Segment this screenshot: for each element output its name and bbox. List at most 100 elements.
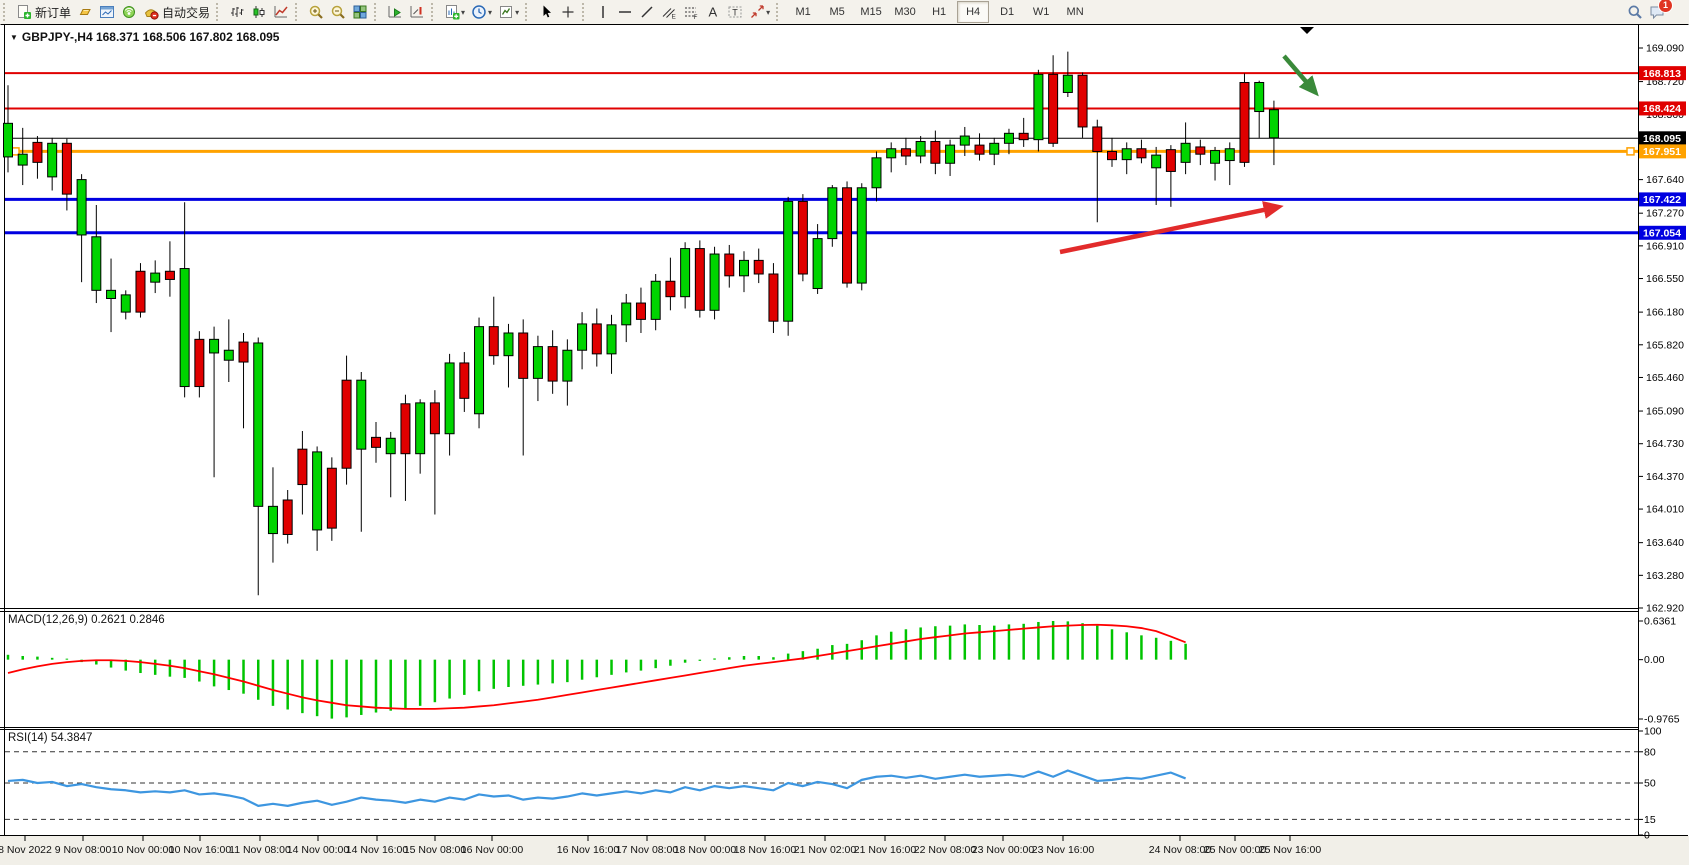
fibonacci-icon: F <box>685 7 698 20</box>
svg-text:167.951: 167.951 <box>1643 146 1681 158</box>
candle-body <box>665 280 676 298</box>
signals-button[interactable] <box>119 1 139 23</box>
chart-window[interactable]: 169.090168.720168.360167.640167.270166.9… <box>0 24 1689 860</box>
toolbar-grip <box>776 3 782 21</box>
timeframe-h1[interactable]: H1 <box>932 6 947 18</box>
timeframe-m30[interactable]: M30 <box>894 6 916 18</box>
timeframe-w1[interactable]: W1 <box>1032 6 1050 18</box>
green-down-arrow[interactable] <box>1282 54 1319 97</box>
svg-text:100: 100 <box>1644 726 1662 738</box>
candle-body <box>768 273 779 322</box>
candle-body <box>3 122 13 158</box>
svg-text:25 Nov 00:00: 25 Nov 00:00 <box>1204 844 1267 856</box>
svg-text:11 Nov 08:00: 11 Nov 08:00 <box>229 844 291 856</box>
candle-body <box>1062 74 1073 93</box>
hline-handle[interactable] <box>1626 147 1635 156</box>
candle-body <box>356 379 367 450</box>
macd-signal-line <box>7 623 1186 710</box>
candlestick-button[interactable] <box>249 1 269 23</box>
dropdown-arrow-icon[interactable]: ▾ <box>488 7 493 17</box>
trendline-button[interactable] <box>637 1 657 23</box>
candle-body <box>429 402 440 435</box>
candle-body <box>1254 81 1265 113</box>
chat-button[interactable]: 1 <box>1647 0 1682 23</box>
svg-text:165.820: 165.820 <box>1646 339 1684 351</box>
cursor-icon <box>543 5 552 18</box>
bar-chart-button[interactable] <box>227 1 247 23</box>
new-chart-button[interactable]: ▾ <box>442 1 467 23</box>
svg-text:15: 15 <box>1644 814 1656 826</box>
scroll-end-button[interactable] <box>385 1 405 23</box>
dropdown-arrow-icon[interactable]: ▾ <box>766 7 771 17</box>
market-watch-button[interactable] <box>97 1 117 23</box>
chart-canvas[interactable]: 169.090168.720168.360167.640167.270166.9… <box>0 24 1689 860</box>
dropdown-arrow-icon[interactable]: ▾ <box>515 7 520 17</box>
price-badge <box>1639 131 1686 146</box>
search-button[interactable] <box>1625 1 1645 23</box>
line-chart-button[interactable] <box>271 1 291 23</box>
text-icon: A <box>709 5 718 20</box>
candle-body <box>694 248 705 311</box>
chart-shift-icon <box>410 6 424 18</box>
svg-text:80: 80 <box>1644 746 1656 758</box>
text-button[interactable]: A <box>703 1 723 23</box>
horizontal-line-button[interactable] <box>615 1 635 23</box>
vertical-line-button[interactable] <box>593 1 613 23</box>
toolbar-grip <box>374 3 380 21</box>
timeframe-m15[interactable]: M15 <box>860 6 882 18</box>
chart-end-marker[interactable] <box>1300 27 1314 34</box>
candle-body <box>459 362 470 399</box>
autotrading-button[interactable]: 自动交易 <box>141 1 212 23</box>
zoom-out-icon <box>331 5 345 19</box>
chevron-down-icon[interactable]: ▼ <box>10 33 18 42</box>
timeframe-mn[interactable]: MN <box>1066 6 1084 18</box>
price-axis: 169.090168.720168.360167.640167.270166.9… <box>1638 43 1684 842</box>
candle-body <box>562 349 573 382</box>
text-label-button[interactable]: T <box>725 1 745 23</box>
timeframe-m1[interactable]: M1 <box>795 6 811 18</box>
zoom-in-button[interactable] <box>306 1 326 23</box>
cursor-button[interactable] <box>536 1 556 23</box>
tile-windows-button[interactable] <box>350 1 370 23</box>
candle-body <box>1239 81 1250 163</box>
fibonacci-button[interactable]: F <box>681 1 701 23</box>
candle-body <box>179 268 190 388</box>
new-order-button[interactable]: 新订单 <box>14 1 73 23</box>
channel-button[interactable]: E <box>659 1 679 23</box>
annotations <box>1059 27 1319 255</box>
candle-body <box>606 324 617 355</box>
crosshair-button[interactable] <box>558 1 578 23</box>
candle-body <box>532 346 543 379</box>
candle-body <box>871 157 882 189</box>
macd-indicator-label: MACD(12,26,9) 0.2621 0.2846 <box>8 614 165 626</box>
dropdown-arrow-icon[interactable]: ▾ <box>461 7 466 17</box>
red-up-arrow[interactable] <box>1059 201 1284 255</box>
candle-body <box>900 148 911 157</box>
candle-body <box>385 437 396 455</box>
arrows-button[interactable]: ▾ <box>747 1 772 23</box>
candle-body <box>945 144 956 164</box>
candle-body <box>503 332 514 357</box>
gold-button[interactable] <box>75 1 95 23</box>
candle-body <box>989 142 1000 155</box>
candle-body <box>312 451 323 531</box>
chart-shift-button[interactable] <box>407 1 427 23</box>
timeframe-h4[interactable]: H4 <box>957 1 990 23</box>
rsi-indicator-label: RSI(14) 54.3847 <box>8 732 93 744</box>
zoom-in-icon <box>309 5 323 19</box>
candle-body <box>959 135 970 146</box>
chart-title: ▼ GBPJPY-,H4 168.371 168.506 167.802 168.… <box>10 30 280 44</box>
candle-body <box>1165 149 1176 172</box>
chart-root: 169.090168.720168.360167.640167.270166.9… <box>0 27 1686 856</box>
timeframe-d1[interactable]: D1 <box>1000 6 1015 18</box>
candle-body <box>1107 150 1117 161</box>
candles <box>3 51 1279 596</box>
zoom-out-button[interactable] <box>328 1 348 23</box>
templates-button[interactable]: ▾ <box>496 1 521 23</box>
periods-button[interactable]: ▾ <box>469 1 494 23</box>
timeframe-m5[interactable]: M5 <box>829 6 845 18</box>
candle-body <box>326 467 337 529</box>
candle-body <box>164 270 175 280</box>
candle-body <box>974 144 985 155</box>
